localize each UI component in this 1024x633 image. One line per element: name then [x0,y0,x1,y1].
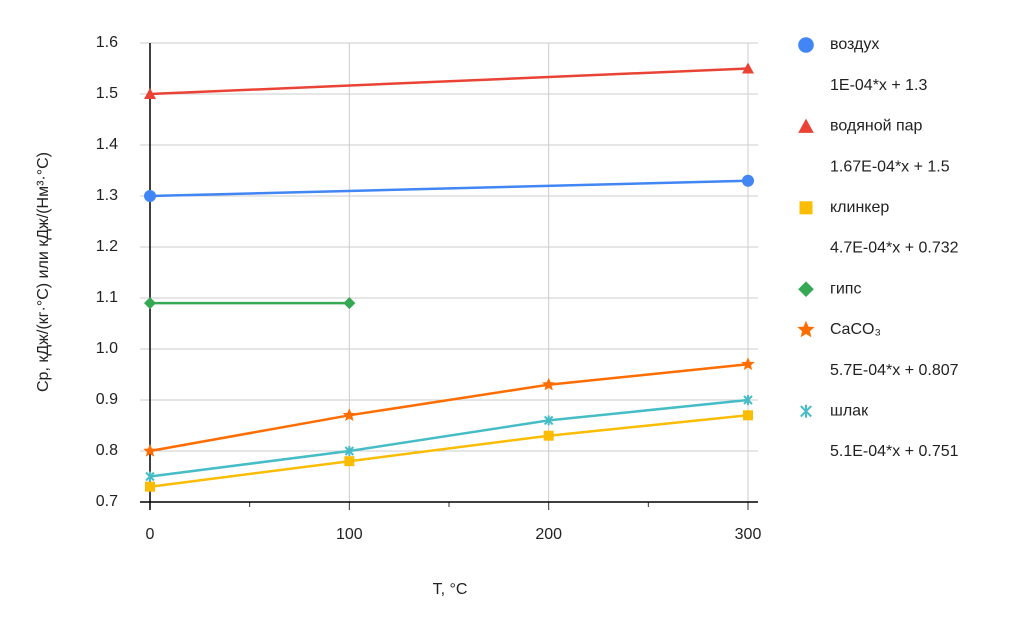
legend-marker [798,37,814,53]
series-line [149,414,749,488]
x-axis-title: T, °C [433,581,468,598]
data-point [742,62,754,74]
y-axis-title: Cp, кДж/(кг·°C) или кДж/(Нм³·°C) [35,152,52,392]
data-point [145,471,155,482]
data-point [143,444,157,457]
data-point [144,190,156,202]
y-tick-label: 1.6 [96,34,118,51]
series-line [149,398,749,478]
data-point [342,408,356,421]
legend-trendline: 4.7E-04*x + 0.732 [830,240,959,257]
legend-label: CaCO₃ [830,321,881,338]
x-tick-label: 100 [336,526,363,543]
y-tick-label: 1.3 [96,187,118,204]
series-line [149,179,749,198]
legend-marker [797,320,815,338]
data-point [743,395,753,405]
y-tick-label: 1.2 [96,238,118,255]
data-point [741,357,755,370]
legend-trendline: 5.1E-04*x + 0.751 [830,443,959,460]
legend-label: шлак [830,403,869,420]
data-point [145,481,155,492]
data-point [543,415,554,426]
legend-label: воздух [830,36,879,53]
legend-label: водяной пар [830,118,923,135]
series-line [149,67,749,96]
y-tick-label: 0.9 [96,391,118,408]
legend-trendline: 1E-04*x + 1.3 [830,77,928,94]
data-point [144,88,156,99]
data-point [344,456,355,467]
series-line [149,363,749,453]
data-point [542,377,556,391]
data-point [742,174,754,187]
data-point [144,297,156,310]
legend-marker [800,404,812,418]
x-tick-label: 300 [735,526,762,543]
data-point [743,410,753,421]
legend-label: клинкер [830,199,889,216]
legend-label: гипс [830,280,861,297]
y-tick-label: 0.8 [96,442,118,459]
legend-trendline: 5.7E-04*x + 0.807 [830,362,959,379]
y-tick-label: 1.1 [96,289,118,306]
data-point [543,430,554,441]
legend-marker [798,118,814,133]
data-point [343,297,356,310]
x-tick-label: 200 [535,526,562,543]
legend-trendline: 1.67E-04*x + 1.5 [830,158,950,175]
legend-marker [798,281,814,297]
x-tick-label: 0 [146,526,155,543]
legend-marker [799,201,813,215]
y-tick-label: 1.0 [96,340,118,357]
data-point [344,446,355,456]
y-tick-label: 0.7 [96,493,118,510]
y-tick-label: 1.4 [96,136,118,153]
y-tick-label: 1.5 [96,85,118,102]
